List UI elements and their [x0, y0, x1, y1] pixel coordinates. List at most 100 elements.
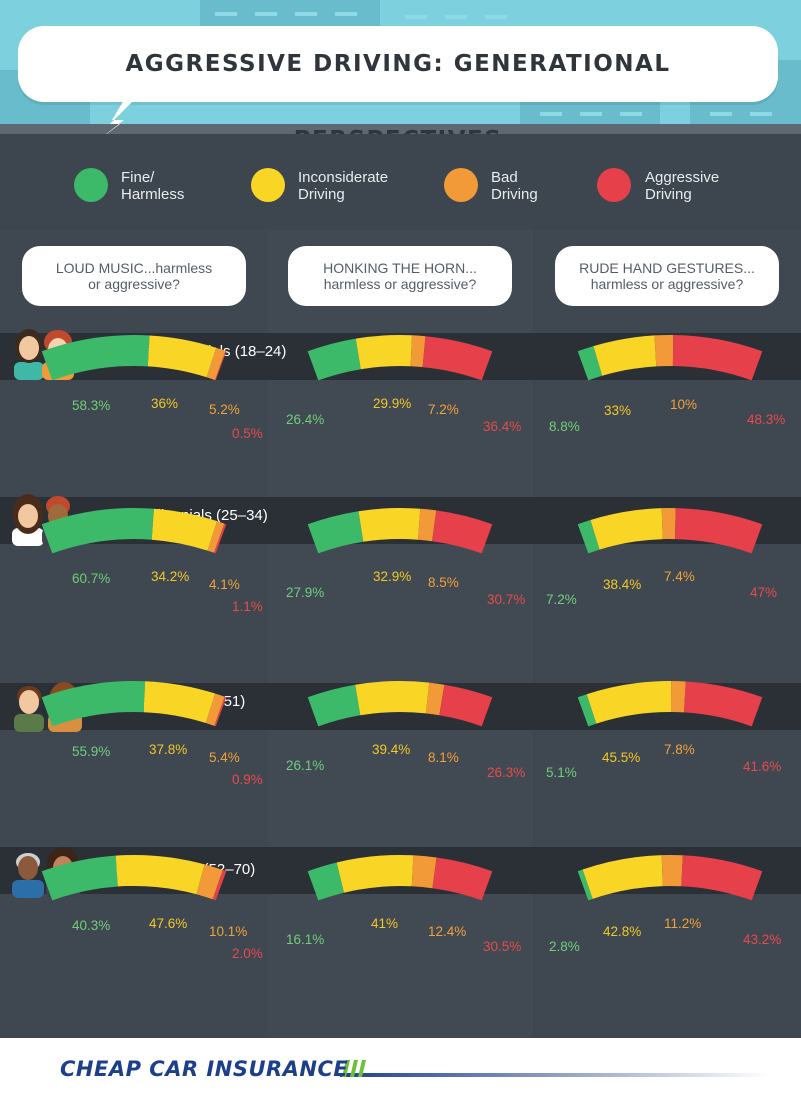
- gauge-segment-inconsiderate: [593, 335, 657, 376]
- pct-label: 2.8%: [549, 939, 580, 954]
- pct-label: 38.4%: [603, 577, 642, 592]
- gauge-segment-bad: [205, 693, 225, 726]
- gauge-segment-aggressive: [214, 696, 227, 727]
- gauge-segment-bad: [410, 335, 426, 368]
- pct-label: 8.1%: [428, 750, 459, 765]
- pct-label: 33%: [604, 403, 632, 418]
- question-bubble-rude-gestures: [555, 246, 779, 306]
- lightning-bolt-icon: [96, 100, 134, 142]
- gauge-segment-inconsiderate: [358, 508, 421, 542]
- gauge-segment-aggressive: [214, 523, 227, 554]
- pct-label: 48.3%: [747, 412, 786, 427]
- gauge-segment-fine: [577, 694, 597, 727]
- question-rude-gestures: RUDE HAND GESTURES... harmless or aggres…: [579, 260, 755, 292]
- gauge-segment-fine: [41, 335, 150, 381]
- gauge-segment-fine: [41, 680, 146, 727]
- gauge-segment-bad: [207, 521, 225, 553]
- gauge-segment-inconsiderate: [355, 680, 430, 716]
- pct-label: 58.3%: [72, 398, 111, 413]
- gauge-segment-inconsiderate: [355, 335, 412, 370]
- pct-label: 10.1%: [209, 924, 248, 939]
- pct-label: 47%: [750, 585, 778, 600]
- gauge-segment-bad: [671, 681, 686, 713]
- gauge-segment-fine: [307, 511, 364, 554]
- question-bubble-honking: [288, 246, 512, 306]
- gauge-segment-bad: [654, 334, 674, 367]
- gauge-segment-inconsiderate: [151, 508, 218, 551]
- gauge-segment-inconsiderate: [115, 854, 205, 895]
- pct-label: 26.1%: [286, 758, 325, 773]
- gauge-segment-inconsiderate: [590, 508, 663, 550]
- pct-label: 27.9%: [286, 585, 325, 600]
- pct-label: 0.5%: [232, 426, 263, 441]
- legend-label-inconsiderate: Inconsiderate Driving: [298, 169, 389, 203]
- gauge-segment-fine: [307, 684, 361, 727]
- pct-label: 0.9%: [232, 772, 263, 787]
- pct-label: 47.6%: [149, 916, 188, 931]
- gauge-segment-bad: [411, 855, 437, 889]
- gauge-segment-aggressive: [684, 681, 763, 727]
- pct-label: 29.9%: [373, 396, 412, 411]
- pct-label: 41.6%: [743, 759, 782, 774]
- pct-label: 39.4%: [372, 742, 411, 757]
- footer: [0, 1038, 801, 1105]
- legend-area: [0, 134, 801, 230]
- gauge-segment-bad: [418, 508, 437, 542]
- gauge-segment-aggressive: [212, 870, 227, 901]
- pct-label: 4.1%: [209, 577, 240, 592]
- pct-label: 30.7%: [487, 592, 526, 607]
- title-bubble: [18, 26, 778, 102]
- gauge-segment-bad: [661, 508, 676, 540]
- pct-label: 42.8%: [603, 924, 642, 939]
- older-millennial-avatars-icon: [12, 494, 74, 546]
- legend-swatch-fine: [74, 168, 108, 202]
- pct-label: 7.8%: [664, 742, 695, 757]
- gauge-segment-fine: [41, 855, 118, 901]
- gauge-segment-aggressive: [672, 335, 763, 381]
- pct-label: 5.2%: [209, 402, 240, 417]
- logo-stripes-icon: [342, 1060, 366, 1077]
- pct-label: 60.7%: [72, 571, 111, 586]
- pct-label: 1.1%: [232, 599, 263, 614]
- pct-label: 41%: [371, 916, 399, 931]
- question-honking: HONKING THE HORN... harmless or aggressi…: [323, 260, 477, 292]
- legend-label-bad: Bad Driving: [491, 169, 538, 203]
- gauge-segment-inconsiderate: [336, 854, 414, 893]
- pct-label: 11.2%: [664, 916, 702, 931]
- pct-label: 10%: [670, 397, 698, 412]
- pct-label: 30.5%: [483, 939, 522, 954]
- logo-underline: [340, 1073, 770, 1077]
- pct-label: 36%: [151, 396, 179, 411]
- gauge-segment-fine: [307, 338, 361, 381]
- gauge-segment-inconsiderate: [147, 335, 217, 378]
- pct-label: 26.4%: [286, 412, 325, 427]
- gauge-segment-fine: [577, 346, 603, 381]
- pct-label: 26.3%: [487, 765, 526, 780]
- gauge-segment-bad: [206, 347, 226, 381]
- pct-label: 8.5%: [428, 575, 459, 590]
- pct-label: 7.4%: [664, 569, 695, 584]
- gauge-segment-inconsiderate: [143, 681, 216, 723]
- gauge-segment-inconsiderate: [586, 680, 672, 724]
- legend-swatch-bad: [444, 168, 478, 202]
- gauge-segment-fine: [41, 507, 155, 554]
- pct-label: 36.4%: [483, 419, 522, 434]
- gauge-segment-bad: [661, 854, 683, 887]
- legend-label-aggressive: Aggressive Driving: [645, 169, 720, 203]
- legend-label-fine: Fine/ Harmless: [121, 169, 185, 203]
- question-bubble-loud-music: [22, 246, 246, 306]
- pct-label: 7.2%: [546, 592, 577, 607]
- pct-label: 16.1%: [286, 932, 325, 947]
- gauge-segment-fine: [307, 862, 344, 901]
- pct-label: 55.9%: [72, 744, 111, 759]
- pct-label: 32.9%: [373, 569, 412, 584]
- pct-label: 5.1%: [546, 765, 577, 780]
- pct-label: 7.2%: [428, 402, 459, 417]
- gauge-segment-aggressive: [439, 684, 493, 727]
- legend-swatch-aggressive: [597, 168, 631, 202]
- legend-swatch-inconsiderate: [251, 168, 285, 202]
- gauge-segment-bad: [425, 682, 445, 716]
- pct-label: 45.5%: [602, 750, 641, 765]
